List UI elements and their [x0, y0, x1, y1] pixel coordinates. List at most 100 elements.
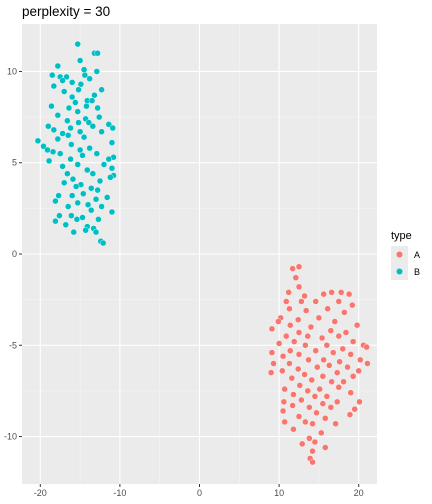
data-point-a — [281, 385, 288, 393]
chart-title: perplexity = 30 — [22, 4, 110, 19]
data-point-b — [68, 212, 75, 219]
data-point-a — [328, 378, 335, 385]
data-point-a — [347, 389, 354, 396]
data-point-a — [286, 360, 293, 367]
data-point-a — [309, 447, 316, 455]
data-point-a — [313, 409, 320, 417]
data-point-b — [94, 50, 101, 57]
data-point-b — [100, 161, 108, 168]
data-point-b — [45, 157, 53, 165]
data-point-b — [98, 86, 105, 93]
data-point-a — [304, 387, 311, 395]
data-point-a — [322, 415, 329, 422]
data-point-b — [67, 155, 74, 163]
data-point-b — [45, 123, 52, 130]
data-point-b — [73, 216, 81, 223]
data-point-b — [56, 212, 63, 219]
data-point-b — [76, 57, 84, 64]
data-point-b — [68, 192, 76, 199]
data-point-a — [291, 338, 298, 345]
data-point-a — [337, 289, 345, 296]
data-point-b — [98, 128, 105, 135]
data-point-b — [108, 165, 116, 172]
x-tick-label: 0 — [197, 488, 202, 498]
data-point-b — [44, 146, 51, 154]
data-point-b — [81, 71, 89, 79]
data-point-a — [331, 318, 339, 325]
data-point-b — [103, 194, 111, 201]
data-point-b — [70, 228, 77, 236]
data-point-b — [64, 203, 72, 210]
data-point-b — [59, 130, 66, 137]
y-tick-label: 10 — [7, 66, 17, 76]
data-point-b — [63, 73, 70, 81]
data-point-a — [267, 369, 275, 376]
data-point-b — [64, 132, 72, 139]
data-point-a — [335, 298, 342, 305]
y-axis: -10 -5 0 5 10 — [4, 66, 22, 442]
data-point-a — [342, 329, 350, 336]
data-point-b — [74, 40, 81, 48]
x-axis: -20 -10 0 10 20 — [34, 484, 364, 498]
data-point-a — [335, 332, 342, 340]
data-point-b — [67, 124, 74, 132]
data-point-b — [80, 190, 87, 197]
legend: type A B — [391, 230, 420, 280]
data-point-a — [323, 342, 331, 349]
data-point-a — [309, 420, 316, 427]
data-point-b — [96, 113, 103, 121]
data-point-a — [311, 393, 319, 400]
data-point-b — [54, 112, 62, 119]
data-point-b — [64, 170, 71, 177]
data-point-a — [314, 363, 321, 371]
data-point-a — [295, 413, 303, 420]
data-point-a — [280, 398, 288, 406]
data-point-b — [94, 186, 101, 194]
legend-title: type — [391, 230, 412, 242]
data-point-a — [340, 378, 347, 385]
data-point-a — [320, 290, 327, 298]
data-point-b — [105, 121, 112, 128]
data-point-b — [40, 143, 47, 150]
data-point-b — [88, 97, 96, 104]
data-point-b — [108, 208, 116, 216]
data-point-b — [65, 104, 73, 112]
data-point-a — [302, 418, 309, 426]
data-point-b — [95, 216, 102, 223]
data-point-a — [345, 290, 353, 298]
data-point-b — [52, 197, 59, 205]
legend-label-b: B — [414, 267, 420, 277]
data-point-b — [107, 174, 114, 181]
data-point-b — [34, 137, 42, 145]
data-point-a — [353, 321, 361, 329]
data-point-b — [57, 150, 64, 157]
data-point-b — [94, 104, 101, 112]
legend-key-b-dot — [396, 268, 403, 275]
data-point-b — [109, 124, 116, 132]
data-point-a — [309, 458, 316, 466]
data-point-b — [49, 71, 56, 79]
data-point-b — [49, 148, 57, 155]
data-point-b — [86, 75, 93, 82]
data-point-a — [320, 356, 327, 364]
data-point-b — [50, 82, 58, 90]
data-point-a — [334, 369, 341, 376]
data-point-b — [74, 108, 81, 115]
data-point-b — [72, 183, 80, 190]
data-point-b — [92, 196, 100, 203]
data-point-a — [275, 318, 282, 325]
data-point-a — [346, 411, 354, 418]
data-point-b — [89, 170, 97, 177]
data-point-a — [290, 426, 297, 433]
x-tick-label: 10 — [274, 488, 284, 498]
data-point-b — [74, 199, 81, 207]
data-point-a — [294, 365, 302, 373]
data-point-a — [302, 342, 309, 349]
data-point-a — [351, 405, 358, 413]
data-point-a — [312, 347, 319, 354]
data-point-b — [79, 214, 86, 221]
data-point-b — [88, 206, 95, 214]
data-point-b — [60, 179, 68, 187]
data-point-a — [279, 367, 286, 375]
data-point-a — [311, 438, 319, 446]
